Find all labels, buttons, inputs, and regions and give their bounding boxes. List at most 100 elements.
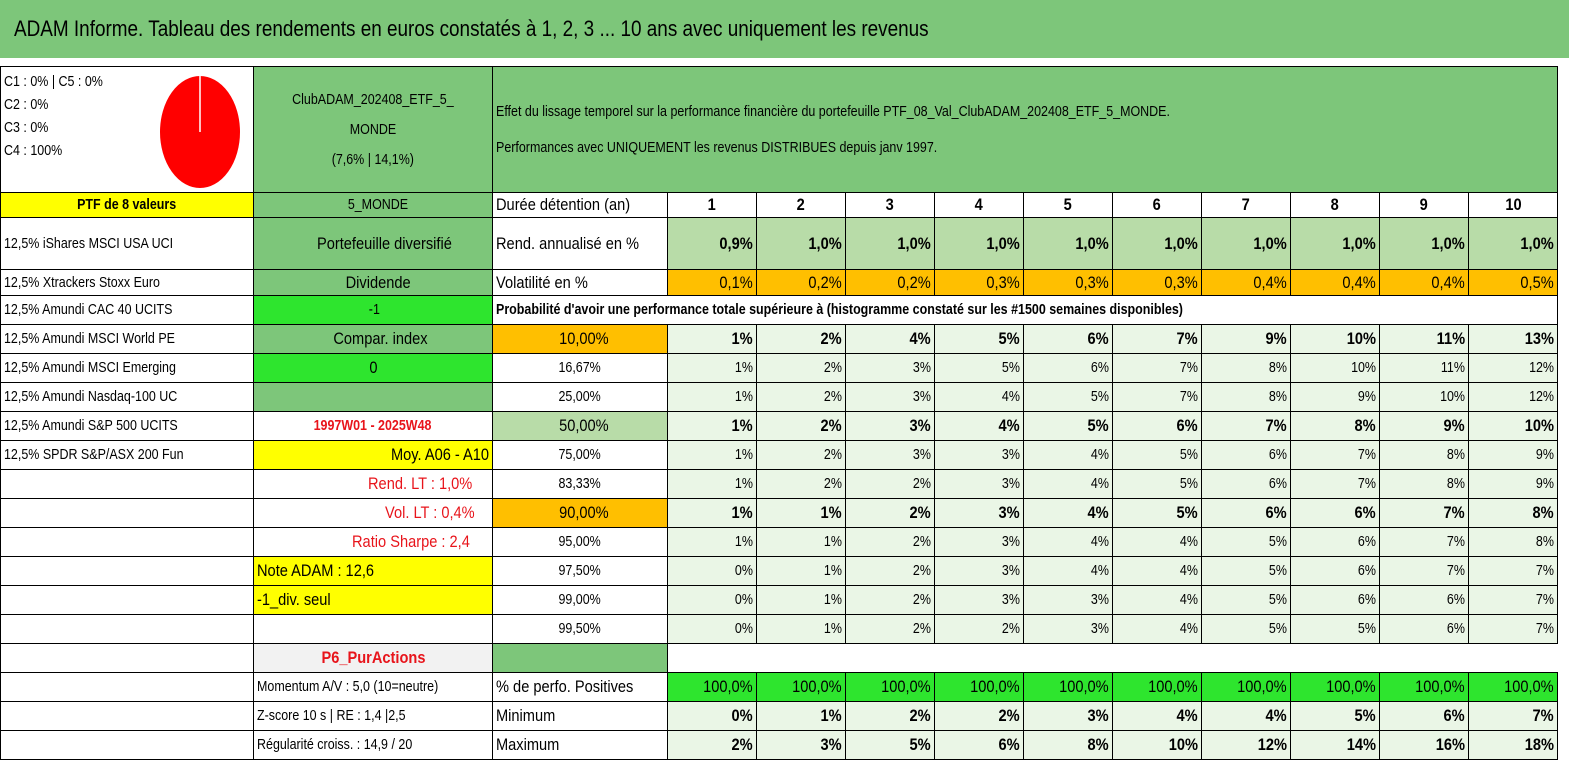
rend-value[interactable]: 0,9% [667,217,757,270]
percentile-value[interactable]: 1% [667,324,757,354]
percentile-value[interactable]: 5% [934,353,1024,383]
info-cell[interactable]: Moy. A06 - A10 [253,440,493,470]
min-value[interactable]: 3% [1023,701,1113,731]
holding-item[interactable] [0,469,254,499]
percentile-value[interactable]: 5% [1201,585,1291,615]
percentile-value[interactable]: 4% [1112,556,1202,586]
info-cell[interactable]: Momentum A/V : 5,0 (10=neutre) [253,672,493,702]
rend-value[interactable]: 1,0% [934,217,1024,270]
year-header[interactable]: 5 [1023,192,1113,218]
max-value[interactable]: 12% [1201,730,1291,760]
pos-value[interactable]: 100,0% [1290,672,1380,702]
rend-value[interactable]: 1,0% [1112,217,1202,270]
percentile-value[interactable]: 5% [1112,440,1202,470]
percentile-value[interactable]: 1% [756,614,846,644]
percentile-value[interactable]: 5% [1201,614,1291,644]
percentile-label[interactable]: 99,00% [492,585,668,615]
percentile-value[interactable]: 13% [1468,324,1558,354]
min-value[interactable]: 4% [1201,701,1291,731]
percentile-value[interactable]: 6% [1290,498,1380,528]
info-cell[interactable]: Compar. index [253,324,493,354]
max-value[interactable]: 10% [1112,730,1202,760]
rend-value[interactable]: 1,0% [1290,217,1380,270]
min-value[interactable]: 7% [1468,701,1558,731]
pos-value[interactable]: 100,0% [756,672,846,702]
holding-item[interactable] [0,498,254,528]
percentile-value[interactable]: 6% [1290,556,1380,586]
percentile-value[interactable]: 6% [1112,411,1202,441]
percentile-value[interactable]: 2% [756,469,846,499]
info-cell[interactable]: Rend. LT : 1,0% [253,469,493,499]
vol-value[interactable]: 0,2% [845,269,935,296]
percentile-label[interactable]: 95,00% [492,527,668,557]
percentile-value[interactable]: 5% [1290,614,1380,644]
percentile-label[interactable]: 83,33% [492,469,668,499]
percentile-label[interactable]: 50,00% [492,411,668,441]
percentile-value[interactable]: 1% [667,382,757,412]
vol-value[interactable]: 0,4% [1290,269,1380,296]
info-cell[interactable]: Note ADAM : 12,6 [253,556,493,586]
percentile-value[interactable]: 0% [667,585,757,615]
percentile-value[interactable]: 4% [1112,527,1202,557]
percentile-value[interactable]: 2% [756,411,846,441]
percentile-value[interactable]: 10% [1379,382,1469,412]
percentile-value[interactable]: 1% [756,527,846,557]
percentile-value[interactable]: 7% [1112,382,1202,412]
pos-value[interactable]: 100,0% [1023,672,1113,702]
info-cell[interactable]: 5_MONDE [253,192,493,218]
percentile-value[interactable]: 2% [845,527,935,557]
vol-value[interactable]: 0,1% [667,269,757,296]
year-header[interactable]: 1 [667,192,757,218]
percentile-value[interactable]: 5% [1112,469,1202,499]
info-cell[interactable]: -1_div. seul [253,585,493,615]
percentile-value[interactable]: 7% [1468,614,1558,644]
percentile-value[interactable]: 2% [756,382,846,412]
percentile-value[interactable]: 3% [934,498,1024,528]
percentile-value[interactable]: 9% [1290,382,1380,412]
year-header[interactable]: 8 [1290,192,1380,218]
ptf-label[interactable]: PTF de 8 valeurs [0,192,254,218]
percentile-value[interactable]: 3% [934,556,1024,586]
percentile-value[interactable]: 3% [1023,585,1113,615]
max-label[interactable]: Maximum [492,730,668,760]
percentile-value[interactable]: 1% [667,469,757,499]
percentile-label[interactable]: 16,67% [492,353,668,383]
info-cell[interactable]: P6_PurActions [253,643,493,673]
percentile-value[interactable]: 2% [845,469,935,499]
info-cell[interactable]: Régularité croiss. : 14,9 / 20 [253,730,493,760]
percentile-value[interactable]: 4% [1023,498,1113,528]
percentile-value[interactable]: 3% [845,382,935,412]
percentile-value[interactable]: 6% [1201,469,1291,499]
rend-value[interactable]: 1,0% [1468,217,1558,270]
year-header[interactable]: 2 [756,192,846,218]
percentile-value[interactable]: 0% [667,614,757,644]
percentile-label[interactable]: 10,00% [492,324,668,354]
percentile-value[interactable]: 2% [845,614,935,644]
percentile-value[interactable]: 3% [845,411,935,441]
min-value[interactable]: 6% [1379,701,1469,731]
rend-value[interactable]: 1,0% [845,217,935,270]
percentile-value[interactable]: 5% [1112,498,1202,528]
percentile-value[interactable]: 0% [667,556,757,586]
portfolio-name-cell[interactable]: ClubADAM_202408_ETF_5_ MONDE (7,6% | 14,1%… [253,66,493,193]
vol-label[interactable]: Volatilité en % [492,269,668,296]
percentile-value[interactable]: 1% [756,498,846,528]
percentile-value[interactable]: 9% [1468,469,1558,499]
year-header[interactable]: 9 [1379,192,1469,218]
holding-item[interactable]: 12,5% Xtrackers Stoxx Euro [0,269,254,296]
min-value[interactable]: 2% [845,701,935,731]
info-cell[interactable]: Ratio Sharpe : 2,4 [253,527,493,557]
rend-value[interactable]: 1,0% [1023,217,1113,270]
holding-item[interactable]: 12,5% Amundi CAC 40 UCITS [0,295,254,325]
percentile-value[interactable]: 1% [756,585,846,615]
min-value[interactable]: 5% [1290,701,1380,731]
percentile-value[interactable]: 7% [1468,556,1558,586]
pos-value[interactable]: 100,0% [934,672,1024,702]
percentile-label[interactable]: 99,50% [492,614,668,644]
vol-value[interactable]: 0,5% [1468,269,1558,296]
info-cell[interactable]: Dividende [253,269,493,296]
percentile-value[interactable]: 1% [667,440,757,470]
percentile-value[interactable]: 5% [1201,556,1291,586]
percentile-value[interactable]: 5% [1023,411,1113,441]
holding-item[interactable] [0,614,254,644]
